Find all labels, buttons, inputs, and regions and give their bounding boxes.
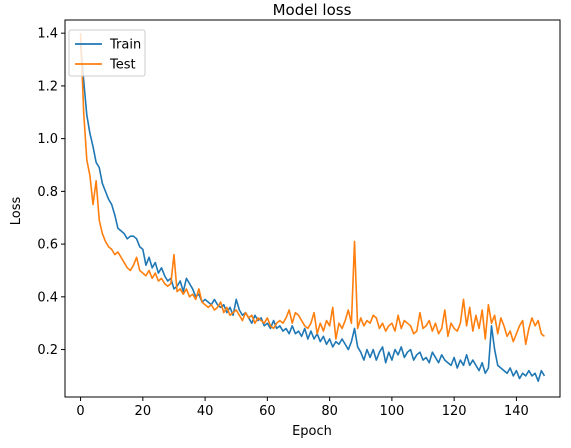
y-tick-label: 1.2 [37, 79, 58, 94]
legend-label-train: Train [109, 38, 141, 53]
y-tick-label: 1.4 [37, 27, 58, 42]
y-tick-label: 1.0 [37, 132, 58, 147]
series-line-test [79, 33, 545, 346]
series-line-train [79, 43, 546, 382]
x-tick-label: 100 [379, 404, 404, 419]
x-tick-label: 80 [321, 404, 338, 419]
chart-title: Model loss [273, 1, 352, 19]
legend: Train Test [68, 29, 146, 77]
y-tick-label: 0.4 [37, 290, 58, 305]
legend-label-test: Test [109, 58, 136, 73]
series-layer [79, 33, 546, 382]
x-tick-label: 120 [442, 404, 467, 419]
x-tick-label: 40 [197, 404, 214, 419]
y-tick-label: 0.6 [37, 238, 58, 253]
x-axis-label: Epoch [292, 424, 332, 439]
y-axis-label: Loss [9, 197, 24, 226]
x-tick-label: 0 [76, 404, 84, 419]
x-tick-label: 140 [504, 404, 529, 419]
x-tick-label: 20 [135, 404, 152, 419]
x-axis: 0 20 40 60 80 100 120 140 [76, 397, 529, 419]
x-tick-label: 60 [259, 404, 276, 419]
plot-frame [64, 19, 561, 398]
y-tick-label: 0.2 [37, 343, 58, 358]
y-axis: 0.2 0.4 0.6 0.8 1.0 1.2 1.4 [37, 27, 65, 358]
y-tick-label: 0.8 [37, 185, 58, 200]
